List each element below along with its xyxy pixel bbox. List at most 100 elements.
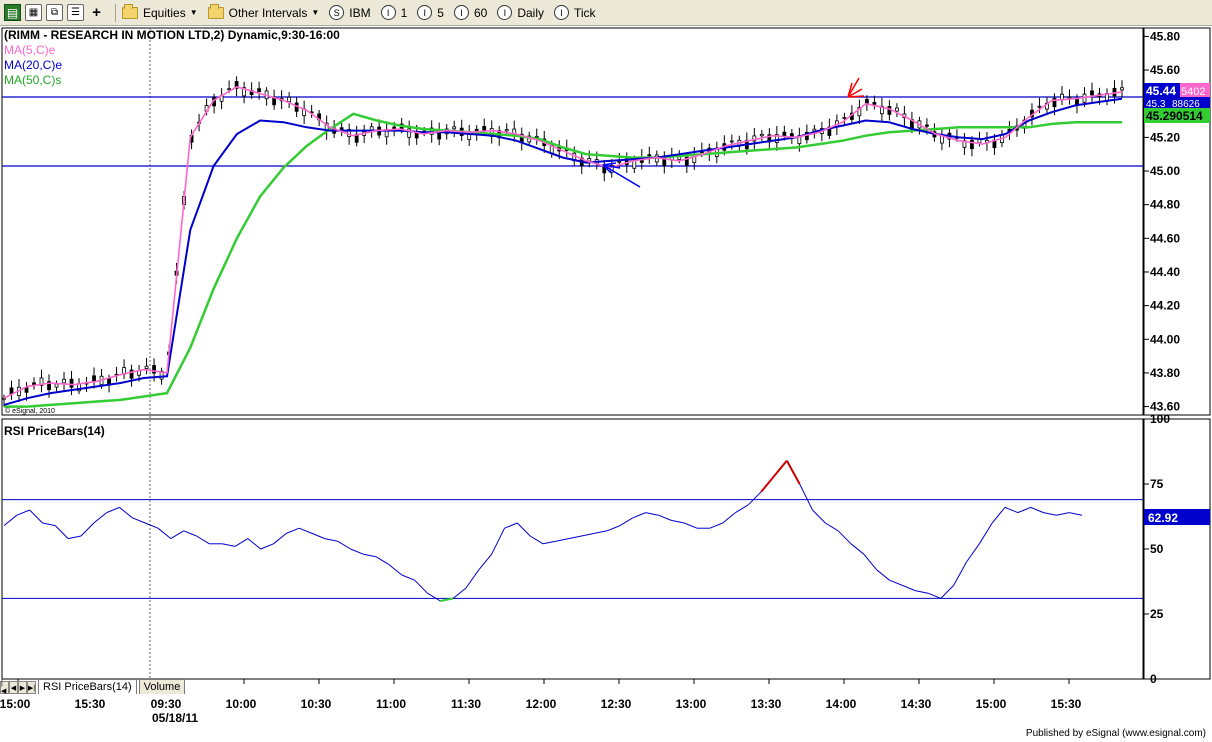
price-horizontal-lines xyxy=(2,96,1143,167)
rsi-segment xyxy=(568,535,582,540)
rsi-segment xyxy=(735,504,749,514)
interval-60-button[interactable]: I 60 xyxy=(453,5,488,20)
rsi-segment xyxy=(16,509,30,516)
rsi-segment xyxy=(80,522,95,537)
candle-body xyxy=(782,131,787,137)
rsi-segment xyxy=(234,538,249,547)
price-tick-label: 45.00 xyxy=(1150,164,1180,178)
rsi-segment xyxy=(671,519,685,524)
rsi-tick-label: 75 xyxy=(1150,477,1164,491)
rsi-segment xyxy=(196,535,210,545)
x-tick-label: 09:30 xyxy=(151,697,182,711)
candle-body xyxy=(54,383,59,388)
rsi-tick-label: 0 xyxy=(1150,672,1157,686)
price-tick-label: 44.60 xyxy=(1150,231,1180,245)
candle-body xyxy=(617,160,622,163)
rsi-segment xyxy=(478,553,493,571)
rsi-segment xyxy=(863,553,878,571)
rsi-segment xyxy=(491,527,505,555)
rsi-segment xyxy=(260,543,274,550)
price-tag-last-text: 45.44 xyxy=(1146,84,1176,98)
rsi-segment xyxy=(760,475,775,493)
tab-rsi[interactable]: RSI PriceBars(14) xyxy=(38,679,137,694)
copy-icon[interactable]: ⧉ xyxy=(46,4,63,21)
candle-body xyxy=(69,378,74,388)
chart-area[interactable]: 43.60 43.80 44.00 44.20 44.40 44.60 44.80 45.00… xyxy=(0,27,1212,727)
rsi-segment xyxy=(953,561,967,586)
candle-body xyxy=(857,107,862,117)
candle-body xyxy=(47,381,51,390)
x-tick-label: 15:30 xyxy=(1051,697,1082,711)
price-tick-label: 43.80 xyxy=(1150,366,1180,380)
candle-body xyxy=(759,133,764,137)
candle-body xyxy=(257,88,262,92)
rsi-segment xyxy=(132,517,146,524)
symbol-label: IBM xyxy=(349,5,371,20)
panel-tabs: |◀ ◀ ▶ ▶| RSI PriceBars(14) Volume xyxy=(0,678,186,695)
symbol-icon: S xyxy=(329,5,345,20)
rsi-segment xyxy=(93,512,107,524)
properties-icon[interactable]: ☰ xyxy=(67,4,84,21)
candle-body xyxy=(242,87,247,97)
rsi-segment xyxy=(902,584,916,592)
interval-5-button[interactable]: I 5 xyxy=(417,5,444,20)
candle-body xyxy=(812,128,817,132)
interval-daily-button[interactable]: I Daily xyxy=(497,5,544,20)
candle-body xyxy=(407,128,412,138)
equities-dropdown[interactable]: Equities ▼ xyxy=(122,3,198,20)
rsi-segment xyxy=(658,514,672,521)
price-tick-label: 44.20 xyxy=(1150,299,1180,313)
rsi-value-tag xyxy=(1144,509,1210,525)
blue-arrow-line xyxy=(602,164,641,188)
equities-label: Equities xyxy=(143,5,186,20)
interval-1-button[interactable]: I 1 xyxy=(380,5,408,20)
rsi-segment xyxy=(144,522,159,529)
interval-daily-label: Daily xyxy=(517,5,544,20)
chart-window-icon[interactable]: ▤ xyxy=(4,4,21,21)
interval-tick-button[interactable]: I Tick xyxy=(554,5,596,20)
rsi-segment xyxy=(1069,512,1083,516)
price-tick-label: 44.40 xyxy=(1150,265,1180,279)
copyright-label: © eSignal, 2010 xyxy=(5,407,55,415)
rsi-segment xyxy=(183,530,197,537)
ma50-label: MA(50,C)s xyxy=(4,73,61,87)
annotation-arrows xyxy=(602,77,865,188)
rsi-segment xyxy=(440,597,454,602)
rsi-segment xyxy=(1056,512,1070,516)
x-tick-label: 12:30 xyxy=(601,697,632,711)
rsi-segment xyxy=(375,556,390,566)
rsi-segment xyxy=(632,512,646,519)
rsi-segment xyxy=(581,532,595,537)
interval-1-label: 1 xyxy=(400,5,408,20)
tab-prev-icon[interactable]: ◀ xyxy=(9,681,18,694)
price-tick-label: 43.60 xyxy=(1150,400,1180,414)
candle-body xyxy=(1067,96,1072,99)
tab-volume[interactable]: Volume xyxy=(138,679,186,694)
interval-icon: I xyxy=(497,5,513,20)
x-tick-label: 14:30 xyxy=(901,697,932,711)
tab-first-icon[interactable]: |◀ xyxy=(0,680,9,695)
rsi-segment xyxy=(54,525,69,539)
layout-icon[interactable]: ▦ xyxy=(25,4,42,21)
rsi-segment xyxy=(1030,506,1044,514)
rsi-segment xyxy=(1017,506,1031,514)
other-intervals-dropdown[interactable]: Other Intervals ▼ xyxy=(207,3,319,20)
symbol-button[interactable]: S IBM xyxy=(329,5,371,20)
rsi-segment xyxy=(529,535,544,545)
rsi-segment xyxy=(812,509,826,524)
tab-last-icon[interactable]: ▶| xyxy=(27,681,36,694)
rsi-axis-frame xyxy=(1143,418,1211,680)
candle-body xyxy=(107,377,111,385)
rsi-segment xyxy=(311,532,326,540)
ma20-label: MA(20,C)e xyxy=(4,58,62,72)
interval-60-label: 60 xyxy=(473,5,488,20)
tab-next-icon[interactable]: ▶ xyxy=(18,681,27,694)
crosshair-icon[interactable]: + xyxy=(92,4,101,21)
rsi-segment xyxy=(825,522,839,532)
price-tag-ma20-text-a: 45.3 xyxy=(1146,99,1166,110)
rsi-panel-header: RSI PriceBars(14) xyxy=(4,424,105,438)
rsi-segment xyxy=(42,522,56,527)
rsi-segment xyxy=(1004,506,1019,514)
rsi-segment xyxy=(709,522,723,529)
red-arrow-head xyxy=(847,82,853,98)
